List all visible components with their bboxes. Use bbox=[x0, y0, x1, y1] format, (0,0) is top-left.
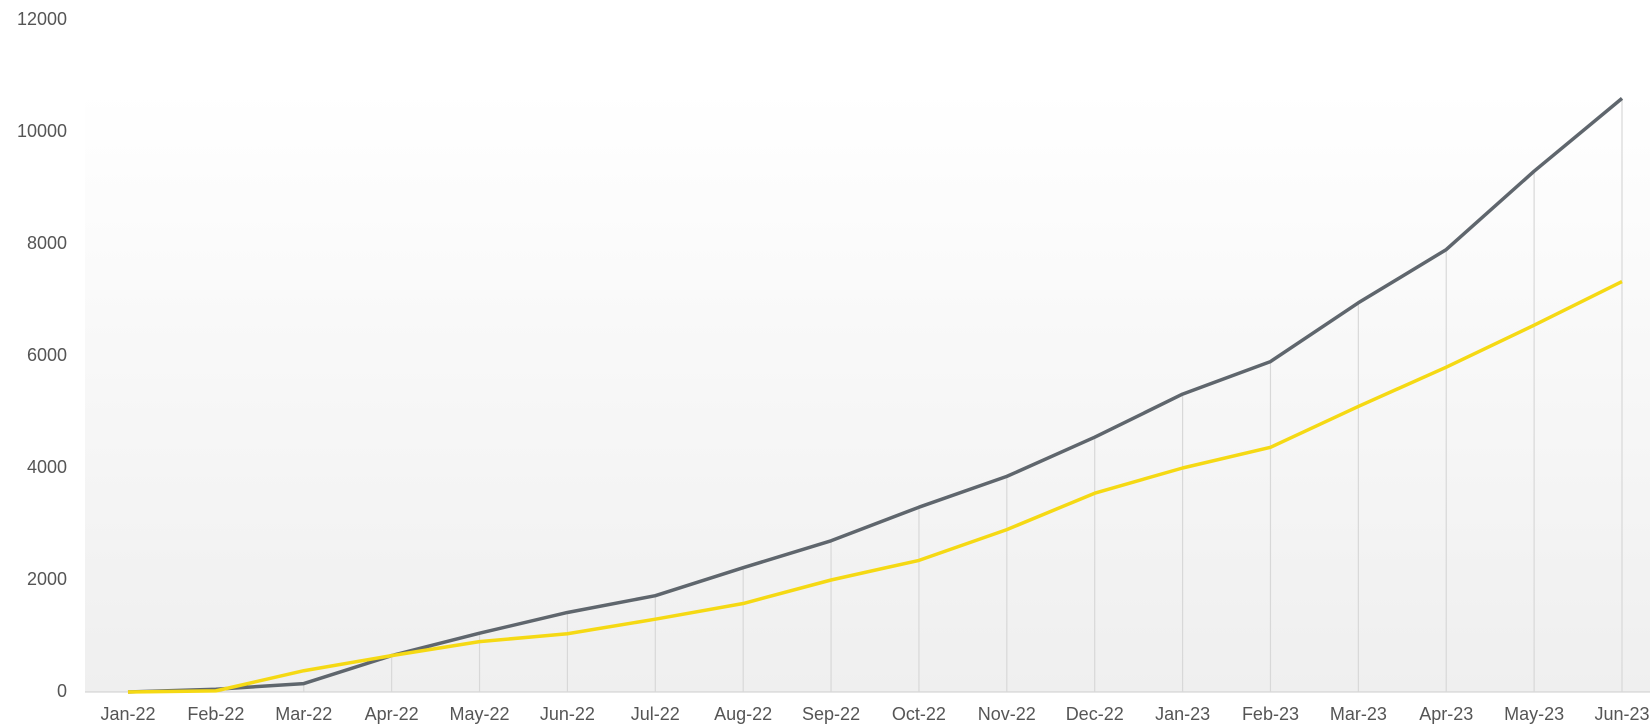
plot-background bbox=[85, 90, 1650, 692]
y-tick-label: 8000 bbox=[27, 233, 67, 253]
x-tick-label: Feb-22 bbox=[187, 704, 244, 724]
x-tick-label: Mar-23 bbox=[1330, 704, 1387, 724]
x-tick-label: Apr-22 bbox=[365, 704, 419, 724]
x-tick-label: Jul-22 bbox=[631, 704, 680, 724]
x-tick-label: Nov-22 bbox=[978, 704, 1036, 724]
x-tick-label: Jun-23 bbox=[1594, 704, 1649, 724]
series-line bbox=[127, 97, 1624, 694]
x-tick-label: Dec-22 bbox=[1066, 704, 1124, 724]
series-line bbox=[127, 279, 1623, 694]
y-tick-label: 0 bbox=[57, 681, 67, 701]
x-tick-label: Mar-22 bbox=[275, 704, 332, 724]
y-tick-label: 10000 bbox=[17, 121, 67, 141]
x-tick-label: Apr-23 bbox=[1419, 704, 1473, 724]
x-tick-label: Sep-22 bbox=[802, 704, 860, 724]
x-tick-label: Oct-22 bbox=[892, 704, 946, 724]
x-tick-label: Jun-22 bbox=[540, 704, 595, 724]
y-tick-label: 2000 bbox=[27, 569, 67, 589]
y-tick-label: 12000 bbox=[17, 9, 67, 29]
y-tick-label: 6000 bbox=[27, 345, 67, 365]
x-tick-label: Aug-22 bbox=[714, 704, 772, 724]
x-tick-label: Jan-23 bbox=[1155, 704, 1210, 724]
x-tick-label: Jan-22 bbox=[100, 704, 155, 724]
x-tick-label: Feb-23 bbox=[1242, 704, 1299, 724]
x-tick-label: May-22 bbox=[450, 704, 510, 724]
x-tick-label: May-23 bbox=[1504, 704, 1564, 724]
y-tick-label: 4000 bbox=[27, 457, 67, 477]
